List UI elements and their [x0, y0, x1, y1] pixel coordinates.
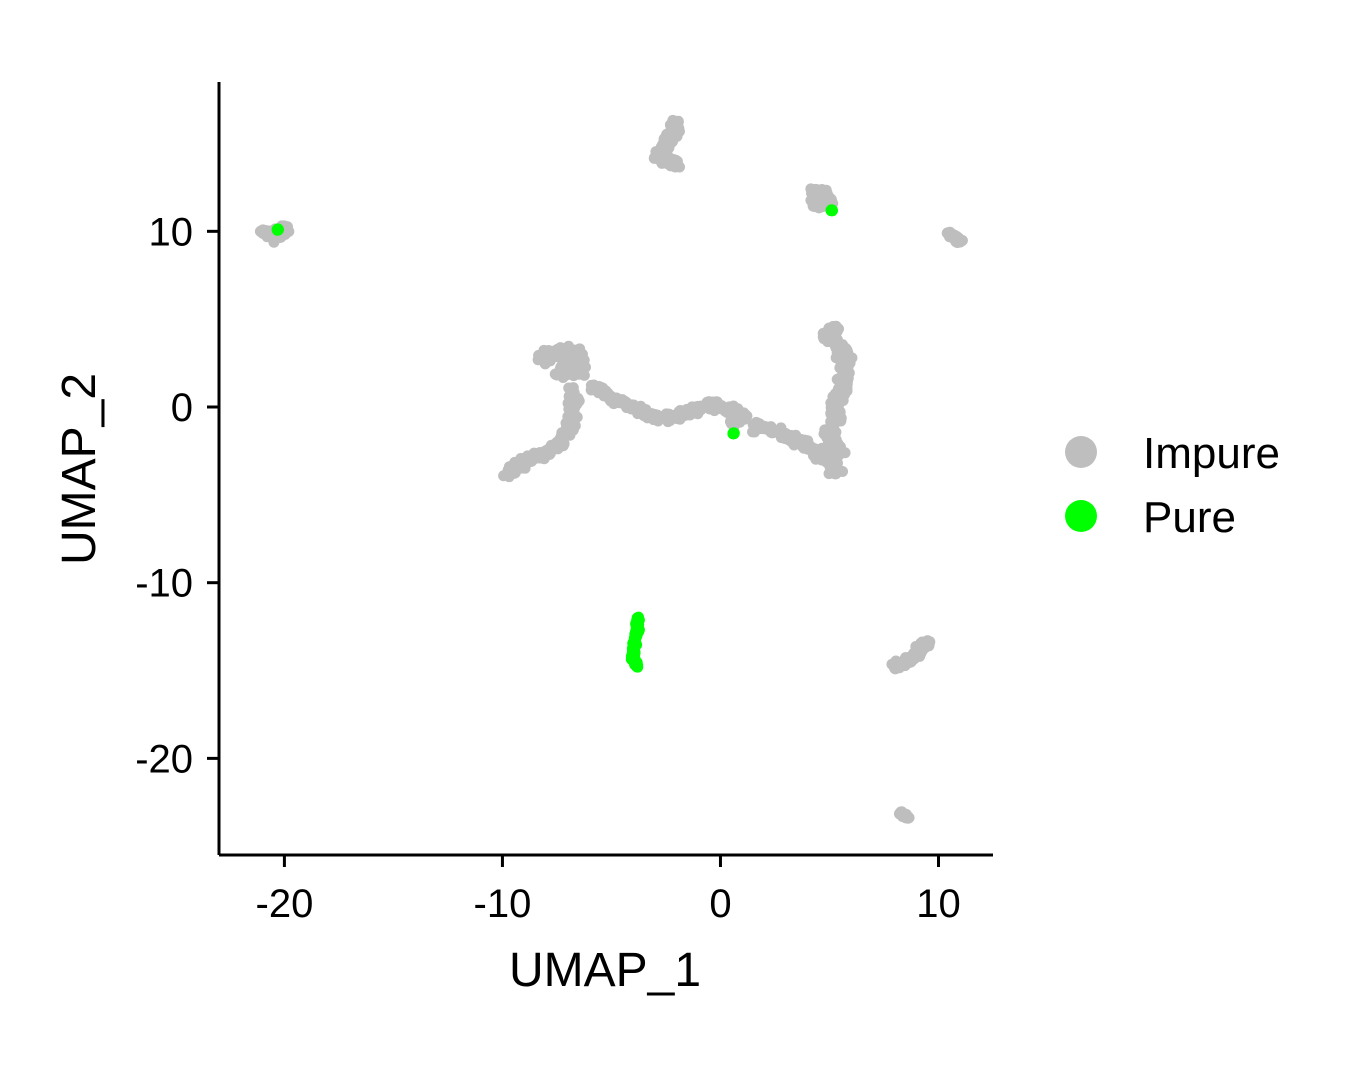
y-axis-ticks: -20 -10 0 10 — [135, 210, 219, 781]
x-axis-title: UMAP_1 — [509, 944, 701, 997]
data-point — [788, 439, 800, 451]
data-point — [662, 131, 674, 143]
data-point — [832, 413, 844, 425]
data-point — [515, 453, 527, 465]
data-point — [564, 399, 576, 411]
points-layer — [254, 114, 968, 824]
data-point — [808, 198, 820, 210]
data-point — [629, 659, 641, 671]
data-point — [704, 398, 716, 410]
data-point — [905, 656, 917, 668]
x-tick-label: 0 — [709, 882, 731, 926]
data-point — [646, 408, 658, 420]
data-point — [916, 639, 928, 651]
data-point — [822, 336, 834, 348]
data-point — [842, 363, 854, 375]
x-tick-label: -20 — [256, 882, 314, 926]
data-point — [835, 393, 847, 405]
data-point — [899, 810, 911, 822]
data-point — [562, 411, 574, 423]
data-point — [628, 632, 640, 644]
legend-key-impure — [1065, 436, 1097, 468]
data-point — [566, 360, 578, 372]
data-point — [533, 349, 545, 361]
data-point — [632, 613, 644, 625]
data-point — [665, 411, 677, 423]
data-point — [627, 644, 639, 656]
data-point — [674, 407, 686, 419]
data-point — [564, 351, 576, 363]
series-pure — [271, 204, 838, 673]
data-point — [498, 470, 510, 482]
data-point — [886, 658, 898, 670]
data-point — [567, 382, 579, 394]
data-point — [811, 449, 823, 461]
data-point — [663, 155, 675, 167]
data-point — [555, 369, 567, 381]
legend-label-impure: Impure — [1143, 429, 1280, 478]
x-axis-ticks: -20 -10 0 10 — [256, 855, 961, 926]
series-impure — [254, 114, 968, 824]
x-tick-label: -10 — [474, 882, 532, 926]
data-point — [732, 411, 744, 423]
data-point — [728, 427, 740, 439]
legend-key-pure — [1065, 500, 1097, 532]
data-point — [611, 395, 623, 407]
data-point — [548, 345, 560, 357]
data-point — [585, 379, 597, 391]
legend: Impure Pure — [1065, 429, 1280, 542]
data-point — [823, 440, 835, 452]
data-point — [557, 440, 569, 452]
data-point — [271, 224, 283, 236]
data-point — [689, 402, 701, 414]
y-tick-label: 0 — [171, 386, 193, 430]
y-tick-label: -20 — [135, 737, 193, 781]
x-tick-label: 10 — [916, 882, 961, 926]
data-point — [567, 390, 579, 402]
data-point — [508, 467, 520, 479]
axes-layer — [217, 82, 993, 857]
y-tick-label: 10 — [149, 210, 194, 254]
data-point — [832, 446, 844, 458]
legend-label-pure: Pure — [1143, 493, 1236, 542]
data-point — [539, 445, 551, 457]
data-point — [826, 204, 838, 216]
data-point — [798, 439, 810, 451]
y-axis-title: UMAP_2 — [53, 373, 106, 565]
data-point — [951, 236, 963, 248]
data-point — [825, 397, 837, 409]
data-point — [594, 384, 606, 396]
data-point — [774, 429, 786, 441]
data-point — [750, 416, 762, 428]
data-point — [825, 431, 837, 443]
y-tick-label: -10 — [135, 562, 193, 606]
